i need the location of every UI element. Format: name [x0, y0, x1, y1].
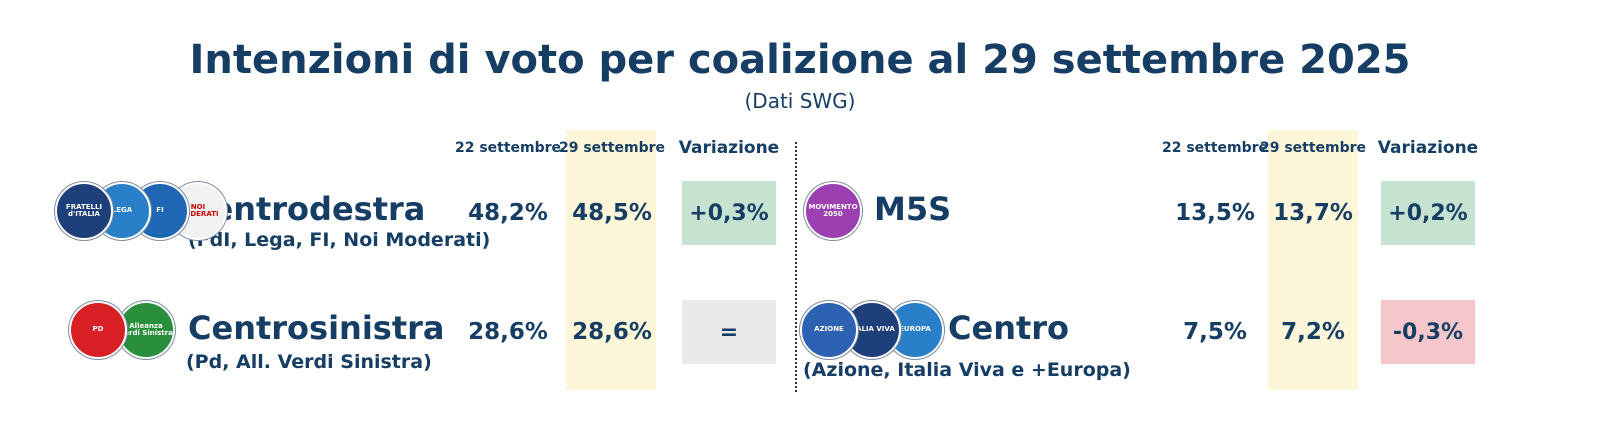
column-header: Variazione	[1377, 138, 1479, 158]
column-header: 29 settembre	[1259, 140, 1367, 156]
coalition-name: M5S	[874, 190, 952, 228]
party-logo: MOVIMENTO 2050	[804, 182, 862, 240]
subtitle: (Dati SWG)	[744, 89, 856, 113]
coalition-name: Centrosinistra	[188, 309, 445, 347]
change-value: -0,3%	[1381, 300, 1475, 364]
column-header: Variazione	[678, 138, 780, 158]
coalition-name: Centro	[948, 309, 1070, 347]
party-logo: PD	[69, 301, 127, 359]
change-value: =	[682, 300, 776, 364]
previous-value: 28,6%	[468, 319, 548, 345]
coalition-name: Centrodestra	[188, 190, 426, 228]
coalition-parties: (FdI, Lega, FI, Noi Moderati)	[188, 229, 491, 251]
highlight-column	[1268, 130, 1358, 390]
party-logo: AZIONE	[800, 301, 858, 359]
current-value: 13,7%	[1273, 200, 1353, 226]
party-logo: FRATELLI d'ITALIA	[55, 182, 113, 240]
column-header: 22 settembre	[454, 140, 562, 156]
coalition-parties: (Pd, All. Verdi Sinistra)	[186, 351, 432, 373]
highlight-column	[566, 130, 656, 390]
previous-value: 7,5%	[1183, 319, 1247, 345]
current-value: 7,2%	[1281, 319, 1345, 345]
change-value: +0,2%	[1381, 181, 1475, 245]
previous-value: 48,2%	[468, 200, 548, 226]
column-header: 29 settembre	[558, 140, 666, 156]
previous-value: 13,5%	[1175, 200, 1255, 226]
current-value: 28,6%	[572, 319, 652, 345]
divider	[795, 142, 797, 392]
column-header: 22 settembre	[1161, 140, 1269, 156]
change-value: +0,3%	[682, 181, 776, 245]
current-value: 48,5%	[572, 200, 652, 226]
title: Intenzioni di voto per coalizione al 29 …	[189, 37, 1411, 83]
coalition-parties: (Azione, Italia Viva e +Europa)	[803, 359, 1131, 381]
